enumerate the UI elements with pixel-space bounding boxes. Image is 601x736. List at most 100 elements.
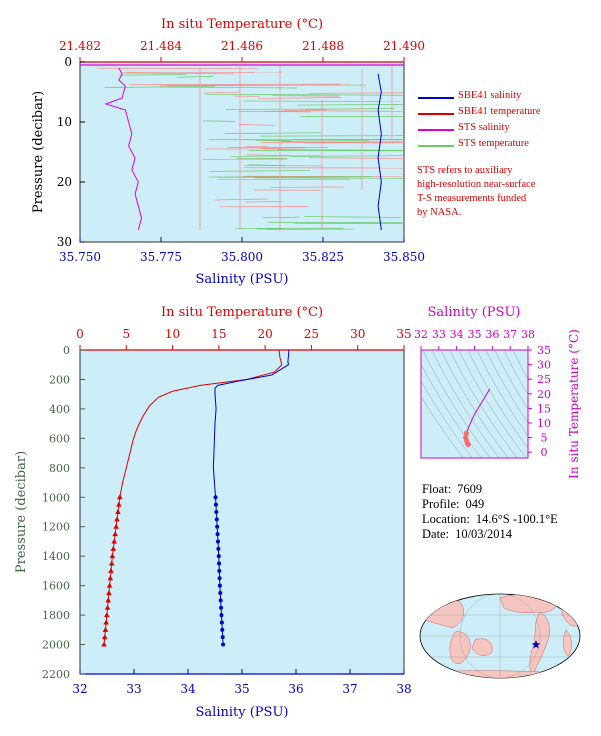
sts-temperature-trace [209, 170, 311, 172]
note-line: T-S measurements funded [417, 193, 527, 204]
date-row: Date: 10/03/2014 [422, 527, 558, 542]
salinity-marker [219, 613, 224, 618]
isopycnal-contour [421, 395, 464, 458]
isopycnal-contour [421, 363, 482, 458]
salinity-marker [218, 598, 223, 603]
tick-label: 35 [396, 327, 411, 341]
salinity-marker [213, 502, 218, 507]
temperature-marker [101, 641, 107, 647]
tick-label: 200 [49, 373, 70, 386]
tick-label: 20 [258, 327, 273, 341]
legend-swatch [418, 97, 454, 99]
tick-label: 21.484 [140, 39, 182, 53]
tick-label: 32 [72, 682, 87, 696]
tick-label: 10 [57, 115, 72, 129]
sts-note: STS refers to auxiliary high-resolution … [417, 164, 601, 220]
profile-label: Profile: [422, 497, 460, 511]
sts-temperature-trace [215, 198, 268, 201]
sts-temperature-trace [262, 216, 300, 219]
sts-temperature-trace [216, 176, 373, 178]
salinity-marker [217, 568, 222, 573]
tick-label: 1600 [42, 580, 70, 593]
isopycnal-contour [440, 350, 509, 458]
salinity-marker [218, 591, 223, 595]
tick-label: 10 [537, 417, 551, 430]
salinity-marker [217, 561, 222, 566]
tick-label: 36 [288, 682, 303, 696]
sts-temperature-trace [226, 108, 395, 110]
salinity-marker [215, 539, 220, 544]
salinity-marker [219, 620, 224, 625]
tick-label: 34 [180, 682, 196, 696]
main-series [101, 349, 290, 647]
temperature-marker [110, 545, 117, 551]
sts-temperature-trace [297, 104, 405, 106]
salinity-marker [214, 517, 219, 522]
temperature-marker [116, 501, 122, 507]
float-row: Float: 7609 [422, 482, 558, 497]
legend-label: SBE41 temperature [458, 106, 541, 117]
temperature-marker [107, 575, 114, 581]
temperature-marker [108, 560, 115, 566]
top-plot-area [79, 61, 405, 243]
sts-temperature-trace [230, 155, 320, 157]
tick-label: 35 [537, 344, 551, 357]
tick-label: 30 [350, 327, 365, 341]
tick-label: 38 [521, 328, 535, 341]
sts-temperature-trace [160, 84, 351, 87]
sts-temperature-trace [308, 157, 405, 159]
main-pres-label: Pressure (decibar) [14, 451, 29, 573]
temperature-marker [104, 612, 110, 618]
tick-label: 2200 [42, 668, 70, 681]
salinity-marker [220, 627, 225, 632]
legend-label: SBE41 salinity [458, 90, 522, 101]
isopycnal-contour [485, 350, 528, 424]
sts-temperature-trace [176, 76, 214, 78]
isopycnal-contour [503, 350, 528, 396]
profile-value: 049 [465, 497, 485, 511]
sts-temperature-trace [205, 93, 405, 96]
sts-temperature-trace [277, 149, 405, 151]
sts-temperature-trace [246, 154, 291, 156]
isopycnal-contour [494, 350, 528, 410]
sts-temperature-trace [261, 147, 305, 149]
main-pres-ticks: 0 200 400 600 800 1000 1200 1400 1600 1800 2000 220… [42, 344, 85, 681]
sts-temperature-trace [308, 92, 405, 94]
temperature-marker [111, 538, 118, 544]
tick-label: 36 [485, 328, 499, 341]
salinity-marker [216, 554, 221, 559]
isopycnal-contour [422, 350, 491, 458]
map-graticule [420, 594, 580, 678]
salinity-marker [220, 635, 225, 640]
tick-label: 35.750 [59, 250, 101, 264]
tick-label: 30 [537, 359, 551, 372]
temperature-marker [115, 509, 121, 514]
temperature-marker [106, 590, 112, 595]
tick-label: 0 [64, 55, 72, 69]
ts-deep-marker [463, 430, 469, 436]
legend-label: STS salinity [458, 122, 510, 133]
location-label: Location: [422, 512, 470, 526]
tick-label: 30 [57, 235, 72, 249]
salinity-marker [217, 576, 222, 581]
profile-row: Profile: 049 [422, 497, 558, 512]
isopycnal-contour [421, 380, 473, 458]
legend-label: STS temperature [458, 138, 529, 149]
sts-temperature-trace [238, 110, 323, 112]
tick-label: 25 [304, 327, 319, 341]
sts-temperature-trace [255, 139, 292, 142]
salinity-marker [216, 546, 221, 551]
tick-label: 21.482 [59, 39, 101, 53]
tick-label: 15 [211, 327, 226, 341]
legend-swatch [418, 145, 454, 147]
salinity-profile-line [212, 349, 290, 645]
sts-temperature-trace [238, 124, 275, 126]
temperature-marker [117, 494, 123, 500]
tick-label: 0 [541, 446, 548, 459]
top-sal-label: Salinity (PSU) [196, 272, 289, 287]
temperature-marker [106, 582, 113, 588]
tick-label: 35 [234, 682, 249, 696]
isopycnal-contour [467, 350, 528, 449]
sbe41-salinity-line [377, 73, 382, 231]
